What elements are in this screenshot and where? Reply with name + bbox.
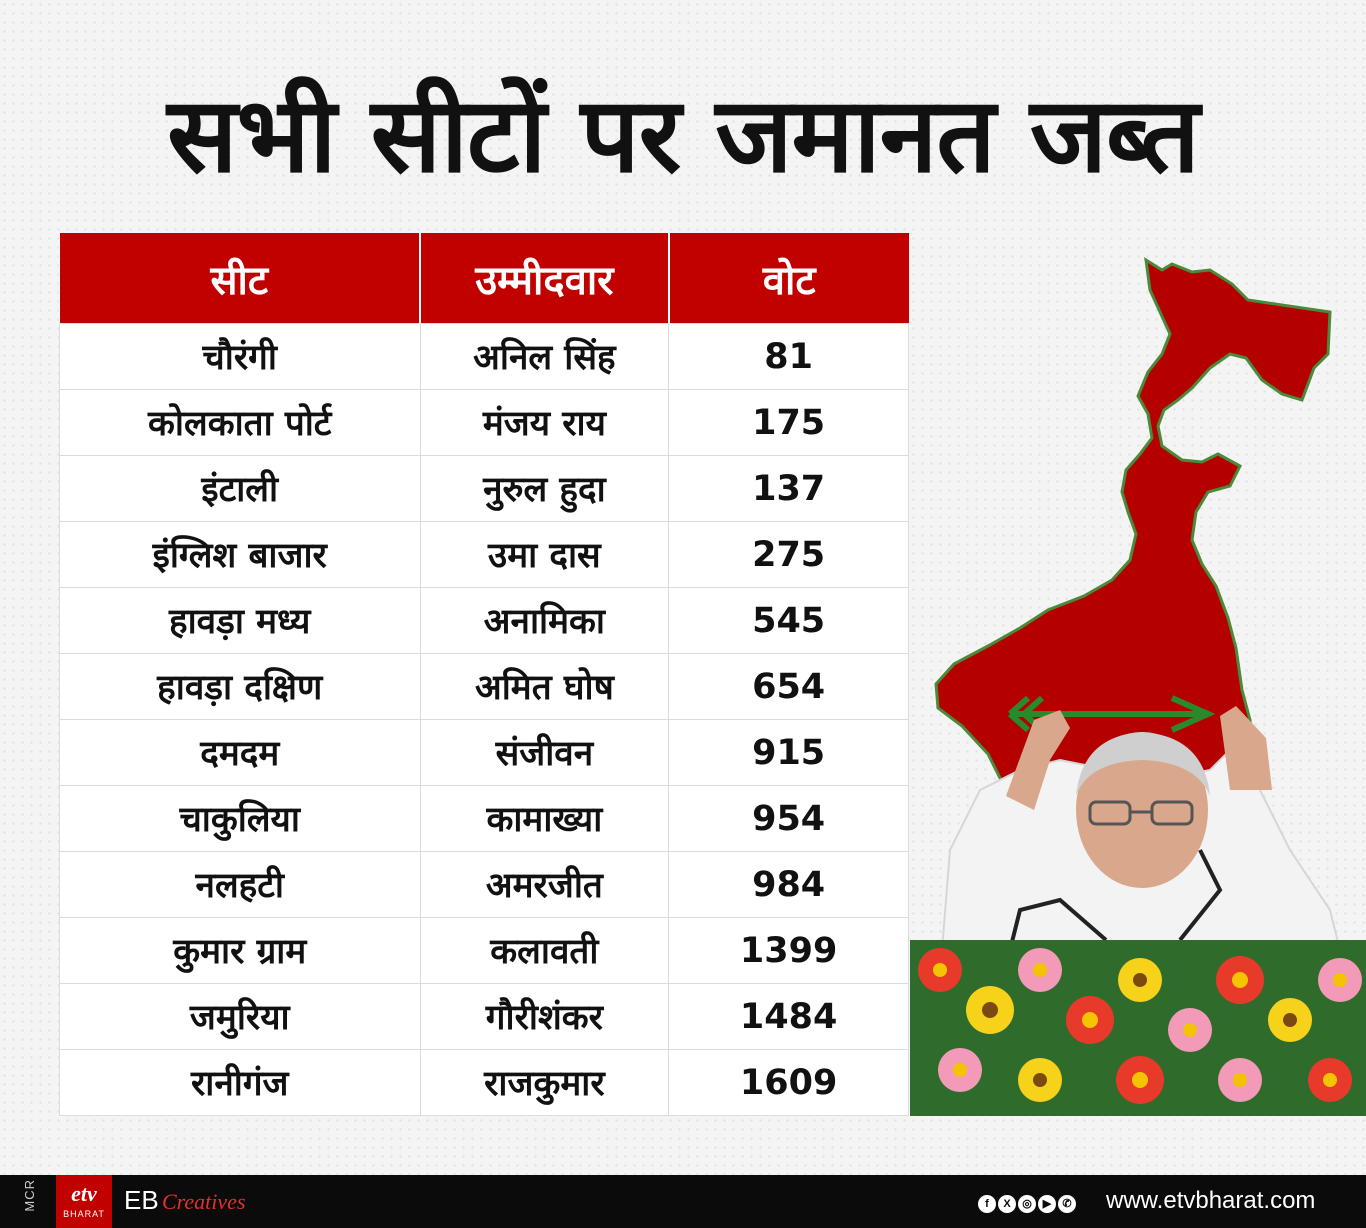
votes-cell: 984 [668,851,909,918]
illustration [910,257,1366,1116]
seat-cell: जमुरिया [59,983,421,1050]
candidate-cell: अनामिका [419,587,670,654]
seat-cell: नलहटी [59,851,421,918]
votes-cell: 137 [668,455,909,522]
candidate-cell: संजीवन [419,719,670,786]
candidate-cell: मंजय राय [419,389,670,456]
seat-cell: चौरंगी [59,323,421,390]
youtube-icon[interactable]: ▶ [1038,1195,1056,1213]
flower-decoration [918,948,1362,1104]
table-row: इंटाली नुरुल हुदा 137 [59,455,909,522]
votes-cell: 915 [668,719,909,786]
votes-cell: 275 [668,521,909,588]
arrow-symbol [1008,695,1216,733]
creatives-label: Creatives [162,1189,246,1214]
candidate-cell: नुरुल हुदा [419,455,670,522]
speaker-figure [940,706,1342,951]
table-row: कोलकाता पोर्ट मंजय राय 175 [59,389,909,456]
table-row: दमदम संजीवन 915 [59,719,909,786]
whatsapp-icon[interactable]: ✆ [1058,1195,1076,1213]
table-row: रानीगंज राजकुमार 1609 [59,1049,909,1116]
candidate-cell: राजकुमार [419,1049,670,1116]
social-icons: f X ◎ ▶ ✆ [978,1192,1078,1213]
votes-cell: 654 [668,653,909,720]
table-row: हावड़ा मध्य अनामिका 545 [59,587,909,654]
table-row: इंग्लिश बाजार उमा दास 275 [59,521,909,588]
seat-cell: चाकुलिया [59,785,421,852]
candidate-cell: उमा दास [419,521,670,588]
results-table: सीट उम्मीदवार वोट चौरंगी अनिल सिंह 81 कोलक… [59,233,909,1116]
table-row: हावड़ा दक्षिण अमित घोष 654 [59,653,909,720]
candidate-cell: कलावती [419,917,670,984]
footer-bar: MCR etv BHARAT EB Creatives f X ◎ ▶ ✆ www.et… [0,1175,1366,1228]
etv-bharat-logo: etv BHARAT [56,1175,112,1228]
seat-cell: हावड़ा दक्षिण [59,653,421,720]
votes-cell: 954 [668,785,909,852]
votes-cell: 175 [668,389,909,456]
votes-cell: 1609 [668,1049,909,1116]
table-row: जमुरिया गौरीशंकर 1484 [59,983,909,1050]
facebook-icon[interactable]: f [978,1195,996,1213]
candidate-cell: गौरीशंकर [419,983,670,1050]
header-candidate: उम्मीदवार [420,233,670,324]
instagram-icon[interactable]: ◎ [1018,1195,1036,1213]
logo-main-text: etv [71,1181,97,1206]
page-title: सभी सीटों पर जमानत जब्त [167,74,1200,196]
header-seat: सीट [59,233,421,324]
candidate-cell: कामाख्या [419,785,670,852]
table-header-row: सीट उम्मीदवार वोट [59,233,909,324]
votes-cell: 81 [668,323,909,390]
side-label: MCR [22,1179,37,1212]
votes-cell: 1484 [668,983,909,1050]
logo-sub-text: BHARAT [63,1209,105,1219]
table-row: चौरंगी अनिल सिंह 81 [59,323,909,390]
votes-cell: 545 [668,587,909,654]
eb-label: EB [124,1185,159,1215]
candidate-cell: अमित घोष [419,653,670,720]
seat-cell: कोलकाता पोर्ट [59,389,421,456]
seat-cell: इंटाली [59,455,421,522]
website-link[interactable]: www.etvbharat.com [1106,1187,1316,1214]
seat-cell: दमदम [59,719,421,786]
x-icon[interactable]: X [998,1195,1016,1213]
header-votes: वोट [668,233,909,324]
candidate-cell: अनिल सिंह [419,323,670,390]
table-row: नलहटी अमरजीत 984 [59,851,909,918]
table-row: चाकुलिया कामाख्या 954 [59,785,909,852]
table-row: कुमार ग्राम कलावती 1399 [59,917,909,984]
seat-cell: इंग्लिश बाजार [59,521,421,588]
candidate-cell: अमरजीत [419,851,670,918]
seat-cell: कुमार ग्राम [59,917,421,984]
seat-cell: रानीगंज [59,1049,421,1116]
seat-cell: हावड़ा मध्य [59,587,421,654]
votes-cell: 1399 [668,917,909,984]
